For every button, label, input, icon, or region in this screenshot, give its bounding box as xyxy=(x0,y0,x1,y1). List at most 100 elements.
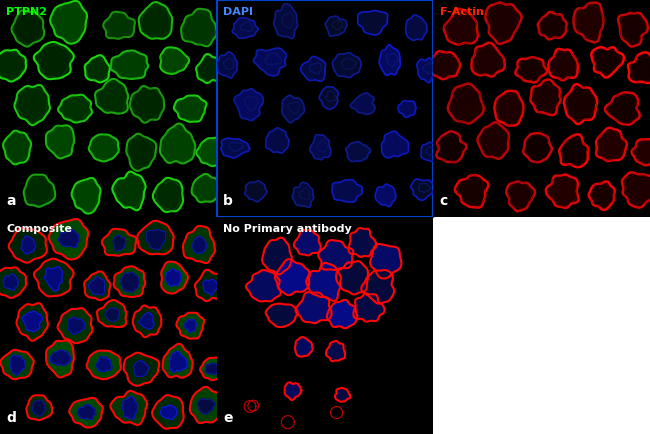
Polygon shape xyxy=(139,312,154,329)
Polygon shape xyxy=(370,244,401,279)
Polygon shape xyxy=(124,353,159,386)
Polygon shape xyxy=(162,344,192,378)
Polygon shape xyxy=(622,172,650,207)
Polygon shape xyxy=(346,141,370,161)
Polygon shape xyxy=(538,12,567,39)
Polygon shape xyxy=(549,49,578,80)
Polygon shape xyxy=(183,226,215,263)
Polygon shape xyxy=(152,395,184,429)
Polygon shape xyxy=(111,50,148,79)
Polygon shape xyxy=(0,50,26,82)
Polygon shape xyxy=(444,9,478,45)
Polygon shape xyxy=(605,92,640,125)
Polygon shape xyxy=(49,219,88,260)
Text: DAPI: DAPI xyxy=(223,7,253,16)
Polygon shape xyxy=(262,238,292,274)
Polygon shape xyxy=(205,363,220,375)
Polygon shape xyxy=(23,174,55,207)
Polygon shape xyxy=(146,230,166,250)
Polygon shape xyxy=(192,174,220,202)
Polygon shape xyxy=(14,85,50,125)
Polygon shape xyxy=(95,79,128,114)
Polygon shape xyxy=(632,139,650,165)
Polygon shape xyxy=(102,229,136,256)
Polygon shape xyxy=(114,266,145,297)
Polygon shape xyxy=(86,351,121,379)
Polygon shape xyxy=(275,259,310,295)
Polygon shape xyxy=(96,357,112,372)
Polygon shape xyxy=(471,43,504,76)
Polygon shape xyxy=(195,270,225,301)
Polygon shape xyxy=(1,350,34,379)
Polygon shape xyxy=(411,179,436,200)
Polygon shape xyxy=(58,230,79,247)
Polygon shape xyxy=(234,89,263,121)
Polygon shape xyxy=(181,9,216,46)
Polygon shape xyxy=(197,399,215,414)
Polygon shape xyxy=(294,230,320,256)
Polygon shape xyxy=(68,317,85,334)
Text: Composite: Composite xyxy=(6,224,72,233)
Polygon shape xyxy=(295,337,313,357)
Polygon shape xyxy=(34,259,73,296)
Polygon shape xyxy=(130,86,164,123)
Polygon shape xyxy=(417,58,437,82)
Polygon shape xyxy=(51,350,71,365)
Polygon shape xyxy=(300,56,326,81)
Polygon shape xyxy=(573,3,603,43)
Polygon shape xyxy=(486,3,521,44)
Polygon shape xyxy=(161,262,188,293)
Polygon shape xyxy=(196,54,224,83)
Polygon shape xyxy=(282,95,304,123)
Polygon shape xyxy=(335,388,350,402)
Polygon shape xyxy=(332,53,361,78)
Polygon shape xyxy=(165,269,181,286)
Polygon shape xyxy=(274,4,298,39)
Polygon shape xyxy=(196,138,227,166)
Polygon shape xyxy=(495,91,523,126)
Polygon shape xyxy=(348,228,376,257)
Polygon shape xyxy=(200,358,224,380)
Polygon shape xyxy=(398,101,416,117)
Polygon shape xyxy=(246,270,281,302)
Polygon shape xyxy=(523,133,552,162)
Polygon shape xyxy=(170,352,187,372)
Polygon shape xyxy=(161,47,189,74)
Polygon shape xyxy=(232,18,258,38)
Polygon shape xyxy=(436,132,467,162)
Polygon shape xyxy=(84,55,110,82)
Polygon shape xyxy=(448,84,484,123)
Polygon shape xyxy=(325,16,347,36)
Polygon shape xyxy=(190,387,222,423)
Text: d: d xyxy=(6,411,16,425)
Polygon shape xyxy=(27,395,53,420)
Polygon shape xyxy=(266,128,289,153)
Polygon shape xyxy=(50,1,87,44)
Polygon shape xyxy=(332,180,362,202)
Text: b: b xyxy=(223,194,233,208)
Polygon shape xyxy=(8,228,47,263)
Polygon shape xyxy=(89,135,119,161)
Polygon shape xyxy=(12,10,44,46)
Polygon shape xyxy=(160,124,195,164)
Polygon shape xyxy=(0,267,26,298)
Polygon shape xyxy=(88,277,105,295)
Polygon shape xyxy=(515,57,547,82)
Polygon shape xyxy=(22,311,42,332)
Text: PTPN2: PTPN2 xyxy=(6,7,47,16)
Polygon shape xyxy=(3,274,18,290)
Text: a: a xyxy=(6,194,16,208)
Polygon shape xyxy=(361,270,394,304)
Polygon shape xyxy=(77,404,96,420)
Polygon shape xyxy=(46,341,74,378)
Polygon shape xyxy=(46,125,74,158)
Polygon shape xyxy=(123,397,138,419)
Polygon shape xyxy=(379,45,400,76)
Polygon shape xyxy=(530,79,560,115)
Text: F-Actin: F-Actin xyxy=(440,7,484,16)
Polygon shape xyxy=(103,12,135,39)
Polygon shape xyxy=(70,398,103,427)
Polygon shape xyxy=(285,382,302,400)
Polygon shape xyxy=(296,292,332,323)
Polygon shape xyxy=(34,42,74,79)
